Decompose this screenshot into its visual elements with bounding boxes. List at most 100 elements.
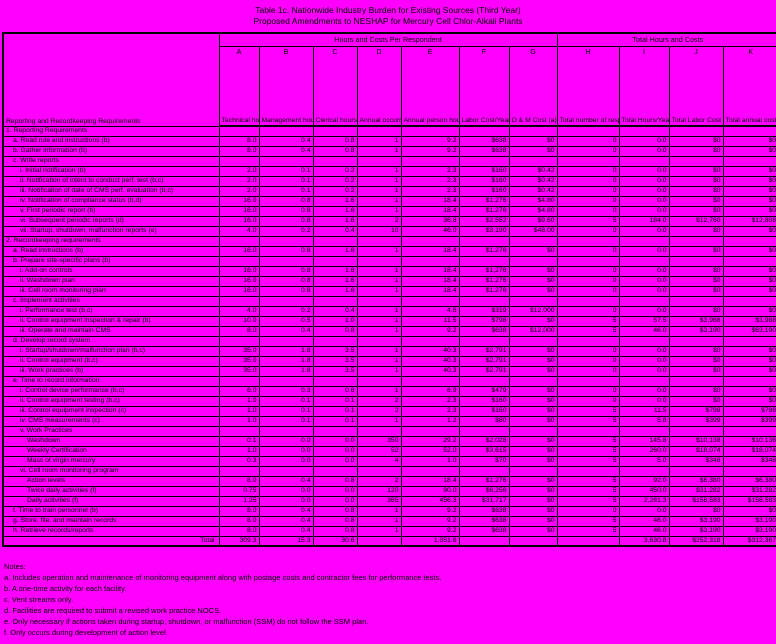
column-header-B: B Management hours per occurrence (Ax0.05… bbox=[258, 46, 314, 127]
data-cell: $0 bbox=[722, 165, 776, 177]
row-label: c. Write reports bbox=[2, 155, 220, 167]
data-cell: 350 bbox=[356, 435, 402, 447]
data-cell bbox=[312, 235, 358, 247]
data-cell: $0 bbox=[722, 225, 776, 237]
data-cell: $0 bbox=[668, 365, 724, 377]
data-cell: 0 bbox=[556, 285, 620, 297]
data-cell: 1 bbox=[356, 365, 402, 377]
data-cell: $0 bbox=[668, 285, 724, 297]
table-row: Daily activities (f) 1.25 0.0 0.0 365 456.3 $3… bbox=[2, 495, 776, 507]
data-cell: $0 bbox=[668, 205, 724, 217]
data-cell: $798 bbox=[458, 315, 510, 327]
data-cell: 18.4 bbox=[400, 275, 460, 287]
data-cell: 0.0 bbox=[312, 435, 358, 447]
data-cell: 2.0 bbox=[218, 165, 260, 177]
data-cell bbox=[722, 375, 776, 387]
data-cell: $0 bbox=[722, 345, 776, 357]
data-cell: $0 bbox=[722, 185, 776, 197]
data-cell: 0.0 bbox=[618, 355, 670, 367]
data-cell: 0 bbox=[556, 265, 620, 277]
data-cell: 0 bbox=[556, 275, 620, 287]
data-cell bbox=[618, 335, 670, 347]
column-header-G: G O & M Cost (a) bbox=[508, 46, 558, 127]
data-cell: $638 bbox=[458, 135, 510, 147]
data-cell: 5 bbox=[556, 485, 620, 497]
data-cell: 2 bbox=[356, 405, 402, 417]
table-row: iii. Control equipment inspection (c) 1.0… bbox=[2, 405, 776, 417]
data-cell bbox=[508, 295, 558, 307]
data-cell: 1.6 bbox=[312, 195, 358, 207]
data-cell bbox=[218, 295, 260, 307]
table-row: iv. Notification of compliance status (b… bbox=[2, 195, 776, 207]
data-cell: 0.1 bbox=[258, 405, 314, 417]
data-cell: $0 bbox=[508, 415, 558, 427]
column-description: Total Hours/Year (E x H) bbox=[621, 117, 670, 124]
data-cell: $0 bbox=[508, 495, 558, 507]
data-cell bbox=[258, 125, 314, 137]
data-cell: $1,276 bbox=[458, 245, 510, 257]
data-cell: 0 bbox=[556, 145, 620, 157]
data-cell: $0 bbox=[722, 385, 776, 397]
row-label: e. Time to record information bbox=[2, 375, 220, 387]
data-cell: 0.8 bbox=[258, 265, 314, 277]
data-cell: 2.3 bbox=[400, 185, 460, 197]
data-cell: 1.6 bbox=[312, 285, 358, 297]
data-cell bbox=[218, 125, 260, 137]
data-cell: $0 bbox=[508, 505, 558, 517]
data-cell bbox=[458, 125, 510, 137]
data-cell: 9.2 bbox=[400, 325, 460, 337]
data-cell: $348 bbox=[668, 455, 724, 467]
data-cell: 5 bbox=[556, 445, 620, 457]
data-cell: $0 bbox=[722, 135, 776, 147]
data-cell: 8.0 bbox=[218, 135, 260, 147]
data-cell: 0.0 bbox=[618, 145, 670, 157]
data-cell: 2.0 bbox=[218, 175, 260, 187]
data-cell: $638 bbox=[458, 515, 510, 527]
data-cell bbox=[356, 155, 402, 167]
data-cell: $0 bbox=[668, 165, 724, 177]
data-cell: 0.0 bbox=[618, 195, 670, 207]
data-cell bbox=[556, 335, 620, 347]
data-cell: $3,190 bbox=[668, 325, 724, 337]
data-cell bbox=[722, 235, 776, 247]
data-cell: $479 bbox=[458, 385, 510, 397]
data-cell: 0.0 bbox=[618, 265, 670, 277]
data-cell: 0 bbox=[556, 175, 620, 187]
column-letter: B bbox=[283, 47, 289, 56]
row-label: a. Read instructions (b) bbox=[2, 245, 220, 257]
row-label: 2. Recordkeeping requirements bbox=[2, 235, 220, 247]
table-row: iii. Notification of date of CMS perf. e… bbox=[2, 185, 776, 197]
data-cell: 1 bbox=[356, 205, 402, 217]
data-cell: 8.0 bbox=[218, 145, 260, 157]
data-cell bbox=[400, 465, 460, 477]
data-cell: 0.8 bbox=[312, 145, 358, 157]
data-cell bbox=[218, 255, 260, 267]
data-cell: $0 bbox=[508, 515, 558, 527]
data-cell: 0.0 bbox=[618, 245, 670, 257]
data-cell bbox=[458, 235, 510, 247]
column-letter: J bbox=[694, 47, 698, 56]
row-label: v. First periodic report (b) bbox=[2, 205, 220, 217]
data-cell: 16.0 bbox=[218, 285, 260, 297]
data-cell: $31,717 bbox=[458, 495, 510, 507]
data-cell: 0.8 bbox=[258, 205, 314, 217]
data-cell: 1 bbox=[356, 135, 402, 147]
data-cell bbox=[400, 295, 460, 307]
data-cell: $2,552 bbox=[458, 215, 510, 227]
data-cell bbox=[218, 375, 260, 387]
data-cell: 4.0 bbox=[218, 225, 260, 237]
data-cell bbox=[400, 155, 460, 167]
data-cell: 40.3 bbox=[400, 355, 460, 367]
data-cell: 0.1 bbox=[258, 175, 314, 187]
table-row: iii. Work practices (b) 35.0 1.8 3.5 1 40.3 $2… bbox=[2, 365, 776, 377]
data-cell: 90.0 bbox=[400, 485, 460, 497]
data-cell: $12,000 bbox=[508, 305, 558, 317]
data-cell bbox=[258, 465, 314, 477]
data-cell: $0 bbox=[508, 435, 558, 447]
row-label: iv. CMS measurements (c) bbox=[2, 415, 220, 427]
data-cell: $2,791 bbox=[458, 345, 510, 357]
data-cell bbox=[400, 335, 460, 347]
data-cell: 0.4 bbox=[258, 505, 314, 517]
data-cell bbox=[312, 295, 358, 307]
data-cell: 0.4 bbox=[258, 515, 314, 527]
